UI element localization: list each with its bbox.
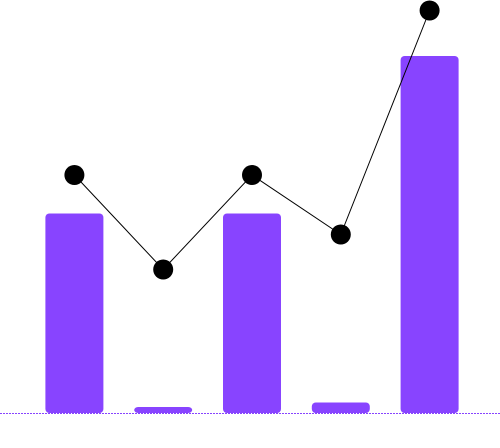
bar-1 bbox=[45, 214, 103, 414]
bar-5 bbox=[401, 56, 459, 413]
line-point-4 bbox=[331, 225, 351, 245]
line-point-5 bbox=[420, 1, 440, 21]
line-point-1 bbox=[64, 165, 84, 185]
bar-2 bbox=[134, 407, 192, 413]
line-point-3 bbox=[242, 165, 262, 185]
bar-series bbox=[45, 56, 458, 413]
bar-3 bbox=[223, 214, 281, 414]
bar-4 bbox=[312, 403, 370, 414]
line-point-2 bbox=[153, 260, 173, 280]
